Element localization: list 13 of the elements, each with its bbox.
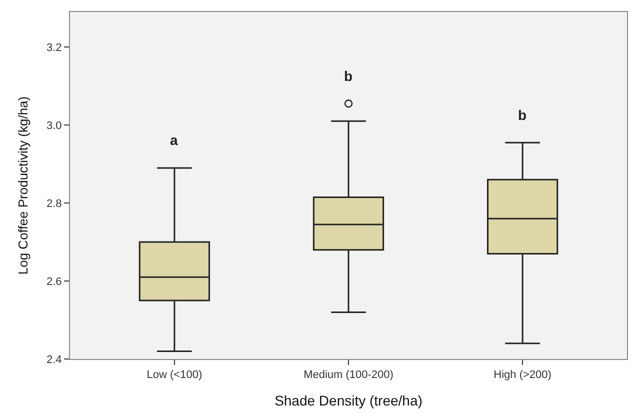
x-tick-label: Low (<100) [146,369,202,382]
annotation: a [170,132,178,148]
y-tick-label: 2.6 [46,276,62,288]
y-tick-label: 3.2 [46,42,62,54]
y-tick-label: 2.8 [46,198,62,210]
y-tick-label: 3.0 [46,120,62,132]
x-axis-title: Shade Density (tree/ha) [274,392,422,408]
annotation: b [344,68,353,84]
annotation: b [518,107,527,123]
x-tick-label: High (>200) [494,369,552,382]
y-tick-label: 2.4 [46,354,62,366]
x-tick-label: Medium (100-200) [304,369,394,382]
y-axis-title: Log Coffee Productivity (kg/ha) [15,96,30,275]
